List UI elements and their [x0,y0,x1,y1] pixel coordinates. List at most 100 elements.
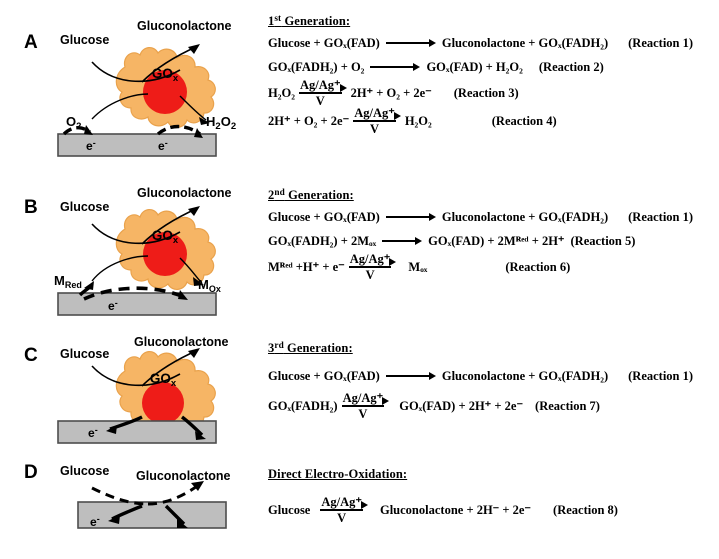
electrode-surface [77,501,227,529]
equation-tag: (Reaction 4) [491,113,557,128]
glucose-dashed-arrow [91,486,149,506]
equation-tag: (Reaction 5) [570,233,636,248]
equation-right: H₂O₂ [404,113,432,128]
generation-title-a: 1st Generation: [268,14,351,28]
mediator-oxidized-arrowhead [193,277,204,286]
arrow-denominator: V [365,268,375,282]
equation-left: Glucose + GOₓ(FAD) [268,209,380,224]
schematic-label-glucose-a: Glucose [60,33,110,47]
electron-label-right: e- [158,138,168,153]
equation-right: Mₒₓ [408,259,428,274]
schematic-svg-b: GOx MRed MOx e- [54,206,221,316]
equations-first-generation: 1st Generation: Glucose + GOₓ(FAD) Gluco… [268,14,693,135]
equation-left: Glucose + GOₓ(FAD) [268,368,380,383]
schematic-label-glucose-d: Glucose [60,464,110,478]
equation-row: GOₓ(FADH₂) + 2Mₒₓ GOₓ(FAD) + 2Mᴿᵉᵈ + 2H⁺… [268,229,693,253]
electron-label-left: e- [108,298,118,313]
schematic-label-gluconolactone-b: Gluconolactone [137,186,232,200]
electrode-potential-arrow-icon: Ag/Ag⁺ V [348,252,397,282]
equation-right: GOₓ(FAD) + H₂O₂ [426,59,523,74]
reaction-arrow-icon [385,39,436,47]
equation-left: Glucose [268,502,311,517]
arrow-numerator: Ag/Ag⁺ [348,252,392,268]
peroxide-label: H2O2 [206,114,236,132]
enzyme-label: GOx [152,228,179,246]
equation-tag: (Reaction 2) [538,59,604,74]
enzyme-label: GOx [150,371,177,389]
equation-row: GOₓ(FADH₂) Ag/Ag⁺ V GOₓ(FAD) + 2H⁺ + 2e⁻… [268,391,693,421]
arrow-denominator: V [369,122,380,136]
gluconolactone-dashed-arrow [147,482,201,506]
equation-tag: (Reaction 1) [628,368,694,383]
equation-left: H₂O₂ [268,85,295,100]
electron-arrow-in-head [108,515,120,524]
equation-right: Gluconolactone + GOₓ(FADH₂) [441,209,609,224]
panel-label-b: B [24,197,38,218]
fad-center [143,232,187,276]
schematic-label-gluconolactone-a: Gluconolactone [137,19,232,33]
electrode-potential-arrow-icon: Ag/Ag⁺ V [353,106,401,136]
equation-left: Glucose + GOₓ(FAD) [268,35,380,50]
equation-row: Glucose + GOₓ(FAD) Gluconolactone + GOₓ(… [268,31,693,55]
arrow-numerator: Ag/Ag⁺ [298,78,342,94]
generation-title-b: 2nd Generation: [268,188,354,202]
peroxide-arrowhead [199,117,210,125]
electrode-potential-arrow-icon: Ag/Ag⁺ V [298,78,347,108]
panel-label-a: A [24,32,38,53]
reaction-arrow-icon [382,237,423,245]
gluconolactone-arrowhead [188,206,200,216]
equation-row: Glucose Ag/Ag⁺ V Gluconolactone + 2H⁻ + … [268,495,618,525]
reaction-arrow-icon [385,372,436,380]
equation-tag: (Reaction 8) [553,502,618,517]
equation-right: Gluconolactone + GOₓ(FADH₂) [441,368,609,383]
generation-title-c: 3rd Generation: [268,341,353,355]
panel-b: B GOx MRed MOx e- Glucose Gluconolactone… [0,175,719,325]
schematic-svg-a: GOx O2 H2O2 e- e- [57,44,236,157]
electron-arc-left-head [106,425,117,434]
equation-row: H₂O₂ Ag/Ag⁺ V 2H⁺ + O₂ + 2e⁻ (Reaction 3… [268,78,693,108]
equation-row: Glucose + GOₓ(FAD) Gluconolactone + GOₓ(… [268,205,693,229]
gluconolactone-arrowhead [188,44,200,54]
electron-label-left: e- [88,425,98,440]
equation-row: GOₓ(FADH₂) + O₂ GOₓ(FAD) + H₂O₂ (Reactio… [268,55,693,79]
schematic-direct-electro-oxidation: e- [30,460,260,540]
electron-label-left: e- [90,514,100,529]
mediator-oxidized-label: MOx [198,277,221,294]
equation-left: Mᴿᵉᵈ +H⁺ + e⁻ [268,260,345,274]
arrow-numerator: Ag/Ag⁺ [353,106,396,122]
arrow-numerator: Ag/Ag⁺ [341,391,385,407]
mediator-red-arrowhead [84,281,94,290]
panel-label-d: D [24,462,38,483]
equation-tag: (Reaction 1) [628,35,694,50]
equation-right: GOₓ(FAD) + 2H⁺ + 2e⁻ [399,399,524,413]
equation-left: 2H⁺ + O₂ + 2e⁻ [268,114,350,128]
equation-row: 2H⁺ + O₂ + 2e⁻ Ag/Ag⁺ V H₂O₂ (Reaction 4… [268,106,693,136]
electron-arc-right [180,415,204,437]
equations-third-generation: 3rd Generation: Glucose + GOₓ(FAD) Gluco… [268,341,693,420]
equation-left: GOₓ(FADH₂) [268,398,338,413]
arrow-denominator: V [337,511,347,525]
mediator-oxidized-arrow [179,257,201,282]
panel-a: A GOx O2 H2O2 [0,0,719,175]
mediator-reduced-arrow [91,255,149,282]
electron-arc-right-head [195,431,206,440]
reaction-arrow-icon [370,63,421,71]
fad-center [142,382,184,424]
schematic-third-generation: GOx e- [30,337,260,452]
mediator-reduced-label: MRed [54,273,82,290]
schematic-label-glucose-c: Glucose [60,347,110,361]
equations-direct-electro-oxidation: Direct Electro-Oxidation: Glucose Ag/Ag⁺… [268,467,618,524]
equation-row: Glucose + GOₓ(FAD) Gluconolactone + GOₓ(… [268,364,693,388]
enzyme-label: GOx [152,66,179,84]
equation-left: GOₓ(FADH₂) + O₂ [268,59,365,74]
oxygen-arrow [91,93,149,120]
arrow-denominator: V [315,94,325,108]
arrow-denominator: V [358,407,368,421]
equation-right: Gluconolactone + GOₓ(FADH₂) [441,35,609,50]
electrode-surface [57,292,217,316]
panel-c: C GOx e- Glucose Gluconolactone 3rd Gene… [0,325,719,450]
equation-right: GOₓ(FAD) + 2Mᴿᵉᵈ + 2H⁺ [428,234,565,248]
equation-tag: (Reaction 1) [628,209,694,224]
peroxide-arrow [179,95,207,121]
electron-label-left: e- [86,138,96,153]
